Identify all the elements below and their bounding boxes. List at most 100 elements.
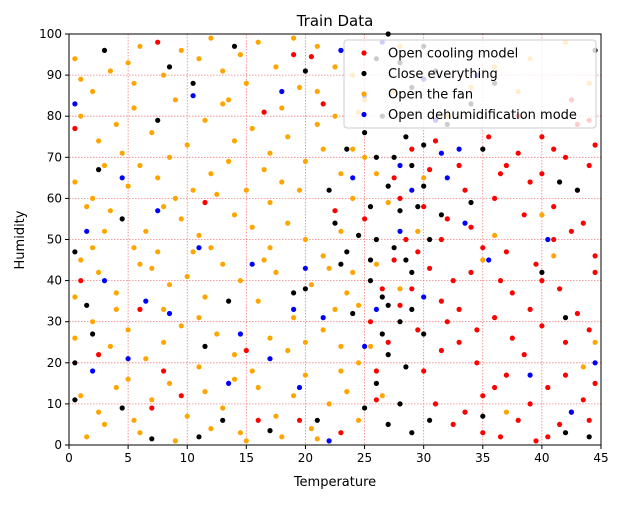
data-point [78,76,84,82]
x-tick-label: 0 [65,451,73,465]
data-point [551,204,557,210]
data-point [527,179,533,185]
legend-label: Open the fan [388,88,473,103]
data-point [249,368,255,374]
data-point [261,167,267,173]
data-point [196,56,202,62]
data-point [72,397,78,403]
data-point [367,278,374,284]
data-point [113,290,119,296]
data-point [397,228,403,234]
data-point [107,343,113,349]
data-point [155,117,161,123]
data-point [308,282,314,288]
data-point [350,175,356,181]
data-point [421,204,427,210]
data-point [196,315,202,321]
data-point [220,101,226,107]
data-point [474,327,480,333]
data-point [202,389,208,395]
data-point [149,436,155,442]
data-point [202,343,208,349]
data-point [456,339,462,345]
data-point [539,171,545,177]
data-point [196,232,202,238]
x-tick-label: 20 [298,451,313,465]
data-point [255,39,261,45]
data-point [497,171,504,177]
data-point [279,434,285,440]
data-point [373,154,379,160]
data-point [397,319,403,325]
data-point [131,80,137,86]
axes-layer: 0 5 10 15 20 25 30 35 40 45 0 10 20 30 40 50 60 70 80 90 100 [39,27,609,465]
data-point [338,261,344,267]
data-point [362,130,368,136]
data-point [379,331,385,337]
data-point [285,134,291,140]
data-point [302,286,308,292]
data-point [161,368,167,374]
data-point [308,426,314,432]
data-point [166,282,173,288]
data-point [509,335,515,341]
data-point [291,290,297,296]
data-point [421,368,427,374]
legend-marker [361,50,367,56]
data-point [551,236,557,243]
data-point [533,438,539,444]
data-point [113,306,119,312]
legend-marker [361,70,367,77]
data-point [409,269,415,275]
data-point [480,413,486,419]
data-point [184,142,190,148]
data-point [161,306,167,312]
data-point [432,138,439,144]
data-point [356,360,362,366]
data-point [208,171,214,177]
data-point [90,319,96,325]
y-tick-label: 100 [39,27,62,41]
data-point [362,216,368,222]
y-tick-label: 0 [54,438,62,452]
data-point [391,245,397,251]
data-point [427,167,433,173]
data-point [574,310,581,317]
data-point [78,113,84,119]
data-point [166,64,173,70]
x-axis-label: Temperature [293,475,376,490]
data-point [492,195,498,201]
data-point [96,138,102,144]
data-point [291,52,297,58]
data-point [332,306,338,312]
legend-marker [361,111,367,118]
data-point [574,187,581,193]
data-point [190,93,196,99]
data-point [202,199,208,206]
data-point [291,315,297,321]
data-point [137,306,143,312]
data-point [474,360,480,366]
data-point [403,236,409,243]
data-point [397,208,403,214]
data-point [279,88,285,95]
data-point [338,430,344,436]
data-point [125,356,131,362]
data-point [562,315,569,321]
data-point [409,306,415,312]
data-point [326,401,332,407]
data-point [373,397,379,403]
data-point [149,265,155,271]
data-point [184,273,190,280]
data-point [545,236,551,243]
data-point [438,347,444,354]
data-point [344,389,350,395]
data-point [72,360,78,366]
data-point [178,393,184,399]
data-point [101,278,108,284]
data-point [226,158,232,164]
data-point [166,154,173,160]
data-point [539,278,545,284]
data-point [409,162,415,169]
